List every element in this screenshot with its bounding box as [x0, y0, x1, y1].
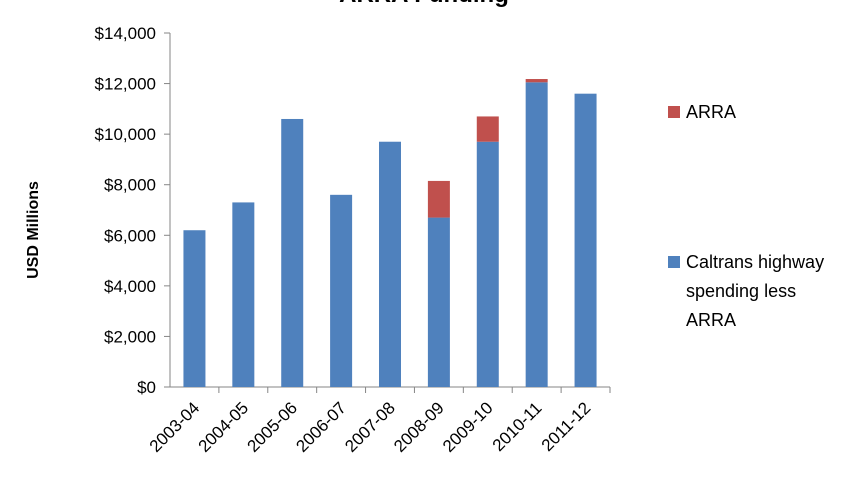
- y-tick-label: $14,000: [95, 24, 156, 43]
- bar-segment: [232, 202, 255, 387]
- bar-segment: [427, 180, 450, 218]
- bar-segment: [574, 93, 597, 387]
- x-tick-label: 2003-04: [146, 398, 204, 456]
- bar-segment: [476, 116, 499, 142]
- bar-segment: [281, 118, 304, 387]
- y-tick-label: $10,000: [95, 125, 156, 144]
- bar-segment: [525, 82, 548, 388]
- y-tick-label: $12,000: [95, 75, 156, 94]
- y-tick-label: $0: [137, 378, 156, 397]
- bar-segment: [476, 141, 499, 387]
- x-tick-label: 2007-08: [341, 398, 399, 456]
- x-tick-label: 2006-07: [292, 398, 350, 456]
- y-axis-title: USD Millions: [25, 181, 42, 279]
- y-tick-label: $8,000: [104, 176, 156, 195]
- legend-label: Caltrans highway spending less ARRA: [686, 252, 825, 330]
- legend-item: ARRA: [668, 98, 826, 127]
- y-tick-label: $2,000: [104, 327, 156, 346]
- x-tick-label: 2008-09: [390, 398, 448, 456]
- bar-segment: [330, 194, 353, 387]
- legend-swatch: [668, 106, 680, 118]
- x-tick-label: 2011-12: [538, 398, 595, 455]
- bar-segment: [379, 141, 401, 387]
- bar-segment: [525, 79, 548, 83]
- x-tick-label: 2010-11: [489, 398, 546, 455]
- x-tick-label: 2005-06: [243, 398, 301, 456]
- x-tick-label: 2009-10: [439, 398, 497, 456]
- bar-segment: [427, 217, 450, 387]
- bar-segment: [183, 230, 206, 387]
- chart-title: ARRA Funding: [339, 0, 509, 8]
- y-tick-label: $6,000: [104, 226, 156, 245]
- legend-swatch: [668, 256, 680, 268]
- legend-label: ARRA: [686, 102, 737, 122]
- y-tick-label: $4,000: [104, 277, 156, 296]
- legend-item: Caltrans highway spending less ARRA: [668, 248, 826, 335]
- x-tick-label: 2004-05: [195, 398, 253, 456]
